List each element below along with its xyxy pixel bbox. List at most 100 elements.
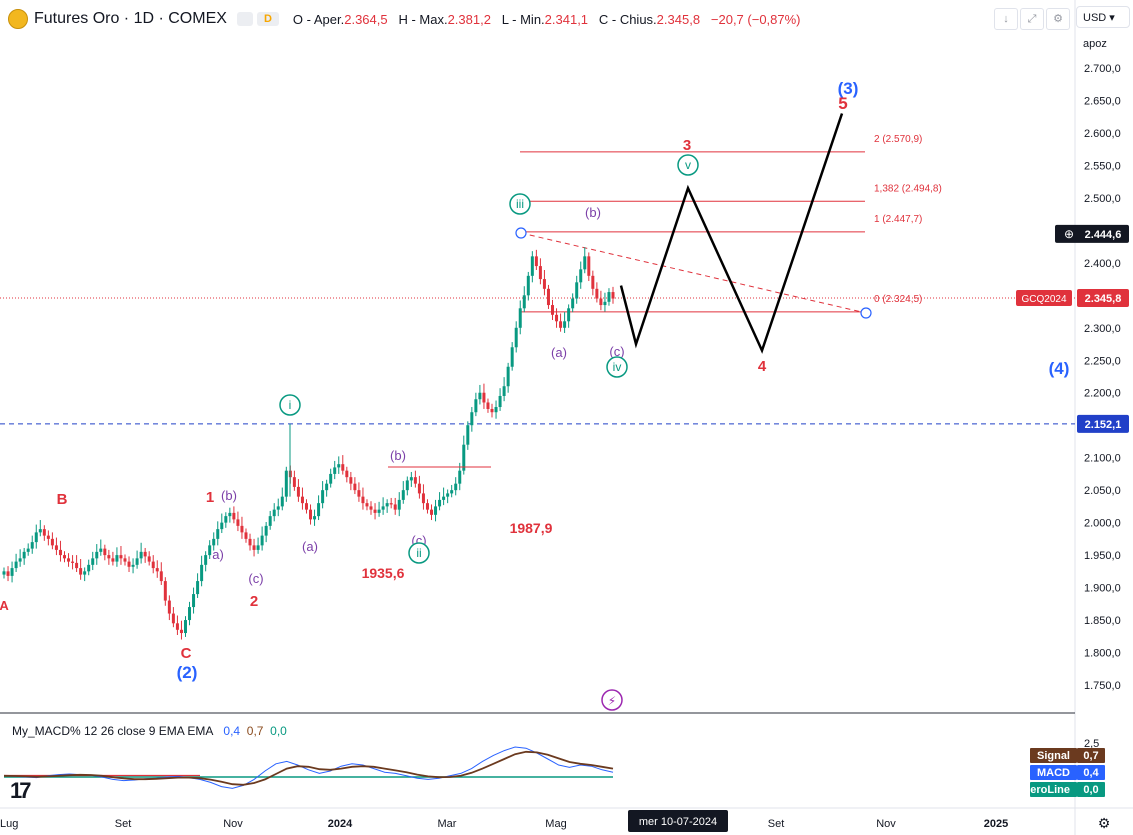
high-value: 2.381,2 <box>447 11 491 27</box>
y-tick-label: 2.500,0 <box>1084 193 1121 205</box>
symbol-title[interactable]: Futures Oro · 1D · COMEX <box>34 10 227 27</box>
candle-body <box>159 571 163 582</box>
y-tick-label: 1.900,0 <box>1084 583 1121 595</box>
arrow-down-icon[interactable]: ↓ <box>994 8 1018 30</box>
candle-body <box>591 275 595 289</box>
candle-body <box>26 548 30 552</box>
wave-label: 3 <box>683 137 691 154</box>
lightning-icon: ⚡ <box>608 694 616 708</box>
candle-body <box>389 503 393 505</box>
candle-body <box>91 558 95 565</box>
wave-label: (b) <box>221 488 237 503</box>
candle-body <box>228 512 232 517</box>
candle-body <box>587 256 591 276</box>
candle-body <box>240 525 244 533</box>
candle-body <box>333 467 337 474</box>
low-label: L - Min. <box>501 11 545 27</box>
zero-legend-value: 0,0 <box>270 724 287 738</box>
candle-body <box>397 499 401 510</box>
fib-level-label: 0 (2.324,5) <box>874 294 922 305</box>
wave-label: ii <box>416 546 421 560</box>
candle-body <box>196 581 200 595</box>
scale-mode[interactable]: apoz <box>1083 38 1107 50</box>
x-tick-label: Nov <box>876 818 896 830</box>
candle-body <box>470 412 474 426</box>
macd-legend[interactable]: My_MACD% 12 26 close 9 EMA EMA 0,4 0,7 0… <box>12 724 287 738</box>
gear-icon[interactable]: ⚙ <box>1046 8 1070 30</box>
x-tick-label: Set <box>768 818 785 830</box>
indicator-badge <box>1030 782 1077 797</box>
wave-label: A <box>0 598 9 613</box>
candle-body <box>409 477 413 481</box>
candle-body <box>530 256 534 276</box>
candle-body <box>155 568 159 572</box>
plus-icon: ⊕ <box>1064 227 1074 241</box>
candle-body <box>163 581 167 601</box>
candle-body <box>401 490 405 500</box>
candle-body <box>522 295 526 309</box>
y-tick-label: 2.650,0 <box>1084 95 1121 107</box>
candle-body <box>413 477 417 484</box>
candle-body <box>353 483 357 491</box>
y-tick-label: 2.100,0 <box>1084 453 1121 465</box>
candle-body <box>87 564 91 572</box>
wave-label: (2) <box>177 663 198 682</box>
candle-body <box>83 571 87 575</box>
candle-body <box>551 305 555 315</box>
wave-label: (3) <box>838 79 859 98</box>
wave-label: (b) <box>585 205 601 220</box>
last-price-tag <box>1077 289 1129 308</box>
candle-body <box>454 483 458 491</box>
candle-body <box>514 327 518 348</box>
signal-line <box>3 750 614 786</box>
candle-body <box>107 555 111 559</box>
candle-body <box>58 549 62 556</box>
wave-label: (a) <box>551 345 567 360</box>
last-price-label: 2.345,8 <box>1085 293 1122 305</box>
candle-body <box>446 493 450 497</box>
candle-body <box>321 490 325 504</box>
reference-price-label: 2.152,1 <box>1085 419 1122 431</box>
indicator-value-box <box>1077 748 1105 763</box>
candle-body <box>450 490 454 494</box>
candle-body <box>244 532 248 539</box>
crosshair-date-label: mer 10-07-2024 <box>639 816 717 828</box>
signal-legend-value: 0,7 <box>246 724 264 738</box>
candle-body <box>224 516 228 523</box>
y-tick-label: 1.850,0 <box>1084 615 1121 627</box>
candle-body <box>325 483 329 491</box>
candle-body <box>482 392 486 403</box>
y-tick-label: 2.000,0 <box>1084 518 1121 530</box>
candle-body <box>385 503 389 507</box>
candle-body <box>349 477 353 484</box>
candle-body <box>442 496 446 500</box>
candle-body <box>75 562 79 569</box>
y-tick-label: 1.750,0 <box>1084 680 1121 692</box>
indicator-value: 0,7 <box>1083 750 1098 762</box>
candle-body <box>38 529 42 533</box>
candle-body <box>611 292 615 299</box>
currency-select[interactable]: USD ▾ <box>1076 6 1130 28</box>
candle-body <box>542 279 546 289</box>
candle-body <box>490 408 494 413</box>
currency-value: USD <box>1083 12 1107 24</box>
candle-body <box>147 556 151 562</box>
candle-body <box>30 542 34 549</box>
candle-body <box>502 386 506 396</box>
candle-body <box>175 623 179 630</box>
price-annotation: 1935,6 <box>362 565 405 581</box>
delayed-badge: D <box>256 12 279 26</box>
close-label: C - Chius. <box>598 11 657 27</box>
macd-legend-value: 0,4 <box>223 724 241 738</box>
wave-label: iii <box>516 197 524 211</box>
chevron-down-icon: ▾ <box>1109 12 1115 24</box>
expand-icon[interactable]: ⤢ <box>1020 8 1044 30</box>
indicator-value-box <box>1077 765 1105 780</box>
candle-body <box>583 256 587 270</box>
wave-circle <box>677 154 699 176</box>
indicator-value: 0,0 <box>1083 784 1098 796</box>
indicator-badge <box>1030 748 1077 763</box>
candle-body <box>248 538 252 546</box>
candle-body <box>2 571 6 575</box>
